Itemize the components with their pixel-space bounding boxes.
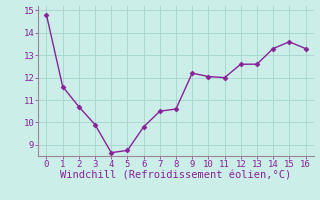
X-axis label: Windchill (Refroidissement éolien,°C): Windchill (Refroidissement éolien,°C): [60, 171, 292, 181]
